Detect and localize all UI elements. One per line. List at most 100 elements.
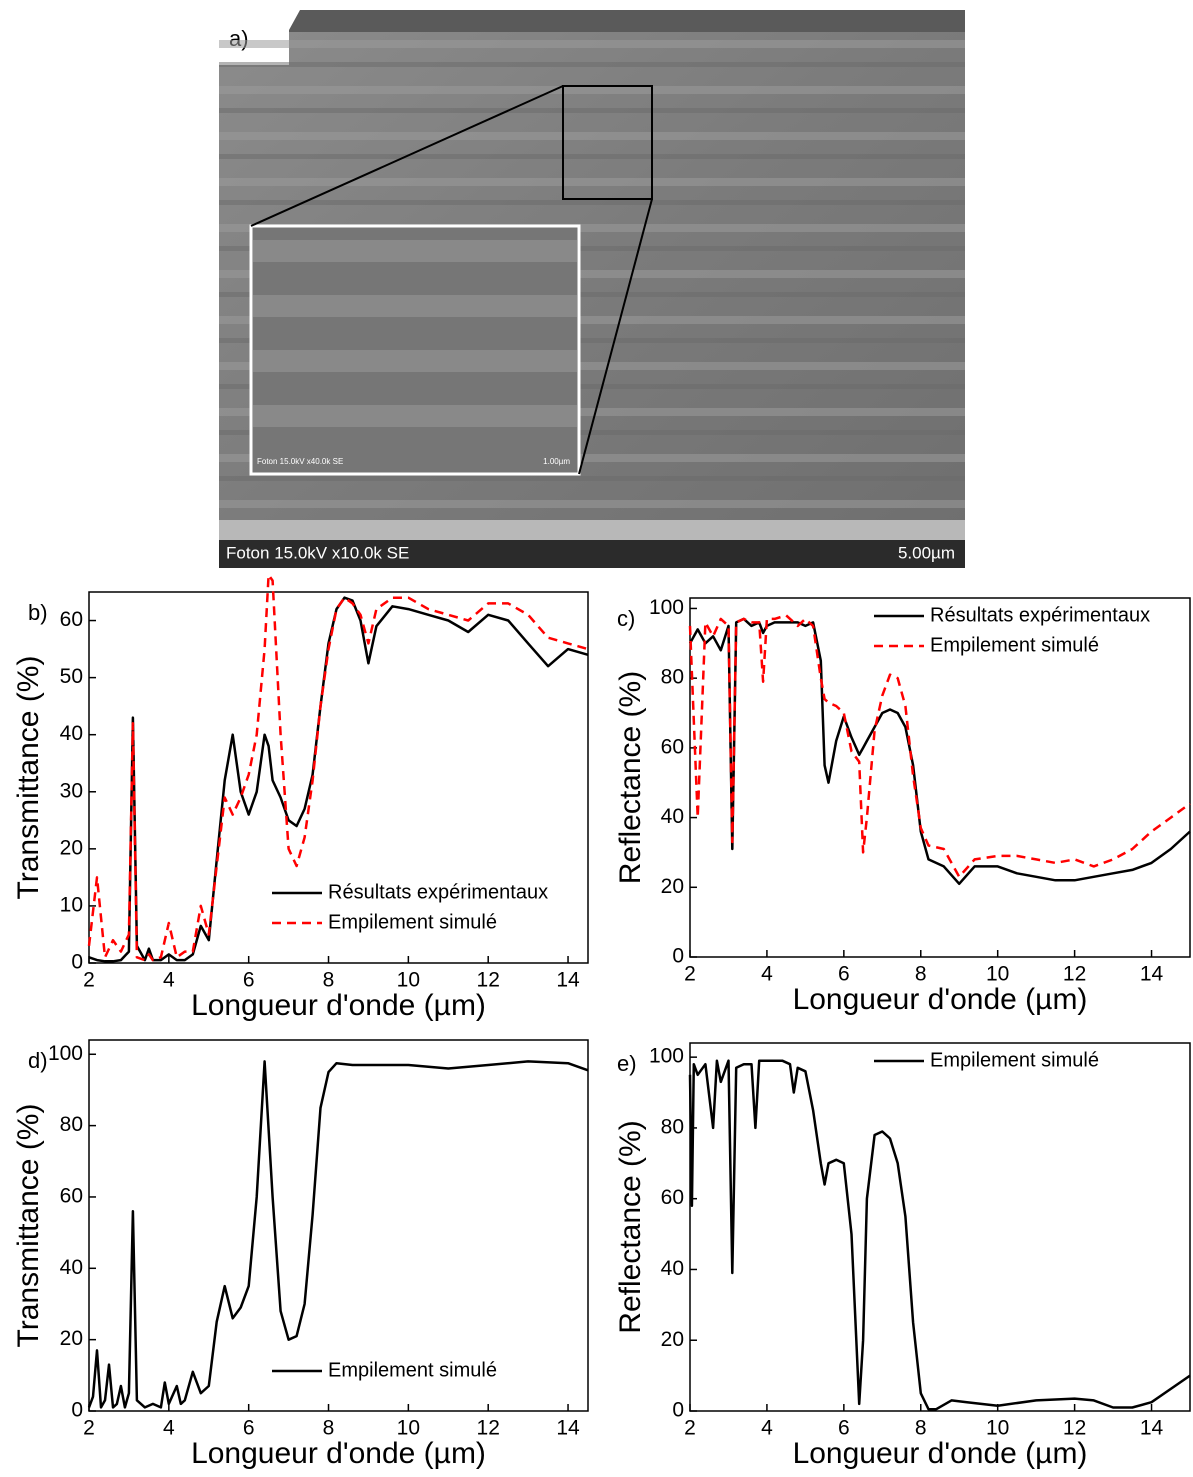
inset-layers bbox=[253, 240, 577, 427]
y-tick-label: 20 bbox=[60, 1327, 83, 1350]
sem-scale: 5.00µm bbox=[898, 543, 955, 562]
x-tick-label: 8 bbox=[915, 1417, 927, 1440]
y-tick-label: 0 bbox=[71, 1399, 83, 1422]
y-tick-label: 100 bbox=[649, 596, 684, 619]
sem-top-edge bbox=[219, 10, 965, 32]
sem-caption: Foton 15.0kV x10.0k SE bbox=[226, 543, 409, 562]
y-tick-label: 20 bbox=[661, 875, 684, 898]
y-tick-label: 80 bbox=[60, 1113, 83, 1136]
sem-caption-bar bbox=[219, 540, 965, 568]
y-axis-title: Transmittance (%) bbox=[12, 656, 45, 900]
y-tick-label: 20 bbox=[661, 1328, 684, 1351]
y-axis-title: Transmittance (%) bbox=[12, 1104, 45, 1348]
inset-scale: 1.00µm bbox=[543, 457, 570, 466]
label-area bbox=[219, 10, 300, 65]
layer-band bbox=[219, 454, 965, 462]
layer-band bbox=[219, 178, 965, 186]
layer-band bbox=[219, 338, 965, 343]
line-series bbox=[88, 596, 589, 963]
x-tick-label: 4 bbox=[761, 1417, 773, 1440]
layer-band bbox=[219, 40, 965, 48]
inset-band bbox=[253, 405, 577, 427]
y-tick-label: 40 bbox=[661, 805, 684, 828]
layer-band bbox=[219, 384, 965, 389]
y-tick-label: 40 bbox=[60, 1256, 83, 1279]
y-tick-label: 30 bbox=[60, 779, 83, 802]
y-tick-label: 0 bbox=[71, 951, 83, 974]
sem-bottom-edge bbox=[219, 520, 965, 540]
y-tick-label: 10 bbox=[60, 893, 83, 916]
panel-label: e) bbox=[617, 1051, 637, 1076]
x-tick-label: 10 bbox=[397, 969, 420, 992]
panel-label: d) bbox=[28, 1048, 48, 1073]
layer-band bbox=[219, 430, 965, 435]
layer-band bbox=[219, 476, 965, 481]
inset-caption: Foton 15.0kV x40.0k SE bbox=[257, 457, 343, 466]
plot-frame bbox=[88, 591, 589, 964]
zoom-line bbox=[250, 85, 564, 227]
x-tick-label: 6 bbox=[243, 1417, 255, 1440]
x-tick-label: 14 bbox=[556, 1417, 580, 1440]
x-axis-title: Longueur d'onde (µm) bbox=[793, 1437, 1088, 1470]
x-tick-label: 8 bbox=[915, 963, 927, 986]
legend-label: Résultats expérimentaux bbox=[328, 881, 548, 903]
panel-label: c) bbox=[617, 606, 635, 631]
layer-band bbox=[219, 246, 965, 251]
x-tick-label: 12 bbox=[477, 1417, 500, 1440]
inset-band bbox=[253, 350, 577, 372]
y-tick-label: 80 bbox=[661, 1115, 684, 1138]
layer-band bbox=[219, 316, 965, 324]
x-tick-label: 12 bbox=[1063, 963, 1086, 986]
x-tick-label: 6 bbox=[243, 969, 255, 992]
y-tick-label: 100 bbox=[649, 1045, 684, 1068]
plot-frame bbox=[88, 1039, 589, 1412]
inset-band bbox=[253, 295, 577, 317]
layer-band bbox=[219, 86, 965, 94]
layer-band bbox=[219, 500, 965, 508]
x-tick-label: 12 bbox=[477, 969, 500, 992]
x-tick-label: 2 bbox=[83, 1417, 95, 1440]
y-tick-label: 0 bbox=[672, 1399, 684, 1422]
x-tick-label: 2 bbox=[684, 1417, 696, 1440]
x-axis-title: Longueur d'onde (µm) bbox=[191, 989, 486, 1022]
y-tick-label: 60 bbox=[60, 608, 83, 631]
x-axis-title: Longueur d'onde (µm) bbox=[191, 1437, 486, 1470]
x-tick-label: 14 bbox=[1140, 1417, 1164, 1440]
x-tick-label: 6 bbox=[838, 1417, 850, 1440]
y-tick-label: 50 bbox=[60, 665, 83, 688]
layer-band bbox=[219, 224, 965, 232]
layer-band bbox=[219, 200, 965, 205]
x-tick-label: 6 bbox=[838, 963, 850, 986]
layer-band bbox=[219, 62, 965, 67]
x-tick-label: 2 bbox=[83, 969, 95, 992]
x-tick-label: 4 bbox=[163, 1417, 175, 1440]
zoom-box bbox=[562, 85, 653, 200]
y-tick-label: 80 bbox=[661, 666, 684, 689]
y-tick-label: 20 bbox=[60, 836, 83, 859]
legend-label: Empilement simulé bbox=[328, 1359, 497, 1381]
x-tick-label: 10 bbox=[986, 963, 1009, 986]
x-axis-title: Longueur d'onde (µm) bbox=[793, 983, 1088, 1016]
plot-frame bbox=[689, 1042, 1191, 1412]
x-tick-label: 8 bbox=[323, 1417, 335, 1440]
x-tick-label: 4 bbox=[761, 963, 773, 986]
legend-label: Empilement simulé bbox=[930, 634, 1099, 656]
layer-band bbox=[219, 132, 965, 140]
legend-label: Empilement simulé bbox=[930, 1049, 1099, 1071]
layer-band bbox=[219, 362, 965, 370]
x-tick-label: 4 bbox=[163, 969, 175, 992]
x-tick-label: 2 bbox=[684, 963, 696, 986]
line-series bbox=[87, 573, 589, 962]
plot-frame bbox=[689, 597, 1191, 958]
y-tick-label: 60 bbox=[661, 735, 684, 758]
x-tick-label: 10 bbox=[397, 1417, 420, 1440]
y-axis-title: Reflectance (%) bbox=[614, 1120, 647, 1333]
inset-band bbox=[253, 240, 577, 262]
x-tick-label: 12 bbox=[1063, 1417, 1086, 1440]
legend-label: Empilement simulé bbox=[328, 911, 497, 933]
y-tick-label: 40 bbox=[60, 722, 83, 745]
layer-band bbox=[219, 154, 965, 159]
layer-band bbox=[219, 292, 965, 297]
panel-label: b) bbox=[28, 600, 48, 625]
